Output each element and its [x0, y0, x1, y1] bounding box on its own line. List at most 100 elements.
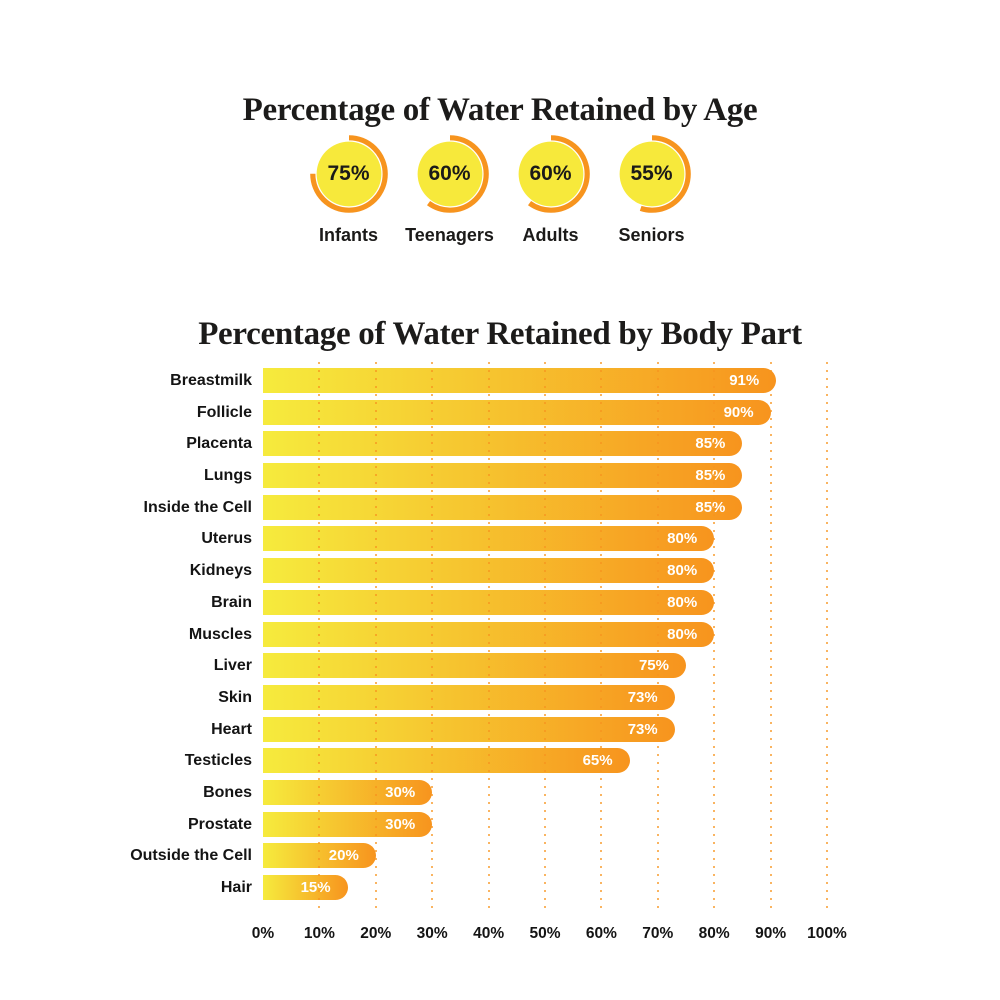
- bar-value-label: 85%: [695, 498, 726, 516]
- bar-category-label: Lungs: [204, 467, 252, 485]
- bar-track: 80%: [263, 621, 827, 647]
- bar-track: 65%: [263, 748, 827, 774]
- bar-row: Uterus 80%: [0, 526, 1000, 558]
- bar-category-label: Uterus: [201, 530, 252, 548]
- bar-track: 15%: [263, 875, 827, 900]
- bar-track: 85%: [263, 431, 827, 457]
- donut-value-label: 75%: [327, 162, 370, 185]
- bar: 91%: [263, 368, 777, 393]
- bar-value-label: 65%: [582, 752, 613, 770]
- bar-row: Liver 75%: [0, 653, 1000, 685]
- age-donut-item: 60% Teenagers: [405, 134, 494, 246]
- bar-track: 80%: [263, 589, 827, 615]
- donut-gauge: 60%: [511, 134, 591, 214]
- x-axis: 0% 10% 20% 30% 40% 50% 60% 70% 80% 90% 100%: [252, 925, 847, 945]
- bar-category-label: Hair: [220, 879, 252, 896]
- donut-value-label: 55%: [630, 162, 673, 185]
- bar-value-label: 85%: [695, 467, 726, 485]
- bar-value-label: 91%: [729, 372, 760, 389]
- bar: 85%: [263, 463, 743, 489]
- x-axis-tick-label: 80%: [698, 925, 730, 942]
- bar-track: 85%: [263, 463, 827, 489]
- bar-value-label: 15%: [300, 879, 331, 896]
- bar-category-label: Follicle: [196, 403, 252, 421]
- bar-rows: Breastmilk 91% Follicle 90% Placenta 85% Lungs…: [0, 368, 1000, 907]
- age-chart-title: Percentage of Water Retained by Age: [242, 92, 758, 129]
- age-category-label: Seniors: [618, 225, 685, 245]
- x-axis-tick-label: 10%: [303, 925, 335, 942]
- bar: 85%: [263, 431, 743, 457]
- bar-row: Testicles 65%: [0, 748, 1000, 780]
- donut-value-label: 60%: [428, 162, 471, 185]
- bar-track: 75%: [263, 653, 827, 679]
- age-category-label: Infants: [318, 225, 378, 245]
- bar-category-label: Skin: [218, 688, 252, 706]
- donut-gauge: 75%: [309, 134, 389, 214]
- bar-value-label: 20%: [328, 847, 359, 865]
- bar-track: 30%: [263, 779, 827, 805]
- bar: 90%: [263, 399, 771, 425]
- bar-value-label: 73%: [627, 720, 658, 738]
- x-axis-tick-label: 70%: [642, 925, 674, 942]
- bar-value-label: 80%: [667, 625, 698, 643]
- bar-value-label: 30%: [385, 815, 416, 833]
- bar-category-label: Muscles: [188, 625, 252, 643]
- bar-row: Follicle 90%: [0, 399, 1000, 432]
- bar-category-label: Placenta: [186, 435, 252, 453]
- bar-row: Inside the Cell 85%: [0, 494, 1000, 527]
- age-donut-item: 75% Infants: [309, 134, 389, 246]
- bar-row: Hair 15%: [0, 875, 1000, 907]
- bar-category-label: Testicles: [184, 752, 252, 770]
- bar-track: 90%: [263, 399, 827, 425]
- donut-gauge: 60%: [410, 134, 490, 214]
- bar-category-label: Inside the Cell: [143, 498, 252, 516]
- bar: 73%: [263, 716, 675, 742]
- bar-category-label: Kidneys: [189, 562, 252, 580]
- bar-row: Breastmilk 91%: [0, 368, 1000, 400]
- x-axis-tick-label: 100%: [807, 925, 847, 942]
- bar: 65%: [263, 748, 630, 774]
- x-axis-tick-label: 30%: [416, 925, 448, 942]
- bar: 73%: [263, 684, 675, 710]
- bar-value-label: 80%: [667, 562, 698, 580]
- bar-row: Brain 80%: [0, 589, 1000, 622]
- donut-gauge: 55%: [612, 134, 692, 214]
- bar-value-label: 85%: [695, 435, 726, 453]
- bar: 80%: [263, 558, 715, 584]
- x-axis-tick-label: 90%: [755, 925, 787, 942]
- bar-row: Kidneys 80%: [0, 558, 1000, 590]
- bar-value-label: 80%: [667, 530, 698, 548]
- bar-category-label: Heart: [211, 720, 252, 738]
- x-axis-tick-label: 50%: [529, 925, 561, 942]
- bar-track: 73%: [263, 684, 827, 710]
- x-axis-tick-label: 60%: [585, 925, 617, 942]
- bar: 30%: [263, 811, 433, 837]
- bar-row: Lungs 85%: [0, 463, 1000, 495]
- body-part-chart-title: Percentage of Water Retained by Body Par…: [198, 316, 802, 353]
- donut-gauge-icon: [612, 135, 691, 213]
- bar: 85%: [263, 494, 743, 520]
- x-axis-tick-label: 20%: [360, 925, 392, 942]
- bar-track: 20%: [263, 843, 827, 869]
- body-part-bar-chart: Breastmilk 91% Follicle 90% Placenta 85% Lungs…: [0, 362, 1000, 942]
- bar-value-label: 90%: [723, 403, 754, 421]
- bar-category-label: Prostate: [187, 815, 252, 833]
- bar: 80%: [263, 621, 715, 647]
- bar: 15%: [263, 875, 348, 900]
- bar-track: 91%: [263, 368, 827, 393]
- bar: 80%: [263, 526, 715, 552]
- bar-value-label: 73%: [627, 688, 658, 706]
- bar-row: Skin 73%: [0, 684, 1000, 717]
- bar-row: Bones 30%: [0, 779, 1000, 812]
- age-donut-item: 55% Seniors: [612, 134, 692, 246]
- bar-track: 30%: [263, 811, 827, 837]
- bar: 20%: [263, 843, 376, 869]
- bar-row: Muscles 80%: [0, 621, 1000, 654]
- bar-category-label: Outside the Cell: [130, 847, 252, 865]
- donut-value-label: 60%: [529, 162, 572, 185]
- bar-row: Outside the Cell 20%: [0, 843, 1000, 875]
- donut-gauge-icon: [309, 135, 388, 213]
- donut-gauge-icon: [410, 135, 489, 213]
- age-category-label: Teenagers: [405, 225, 494, 245]
